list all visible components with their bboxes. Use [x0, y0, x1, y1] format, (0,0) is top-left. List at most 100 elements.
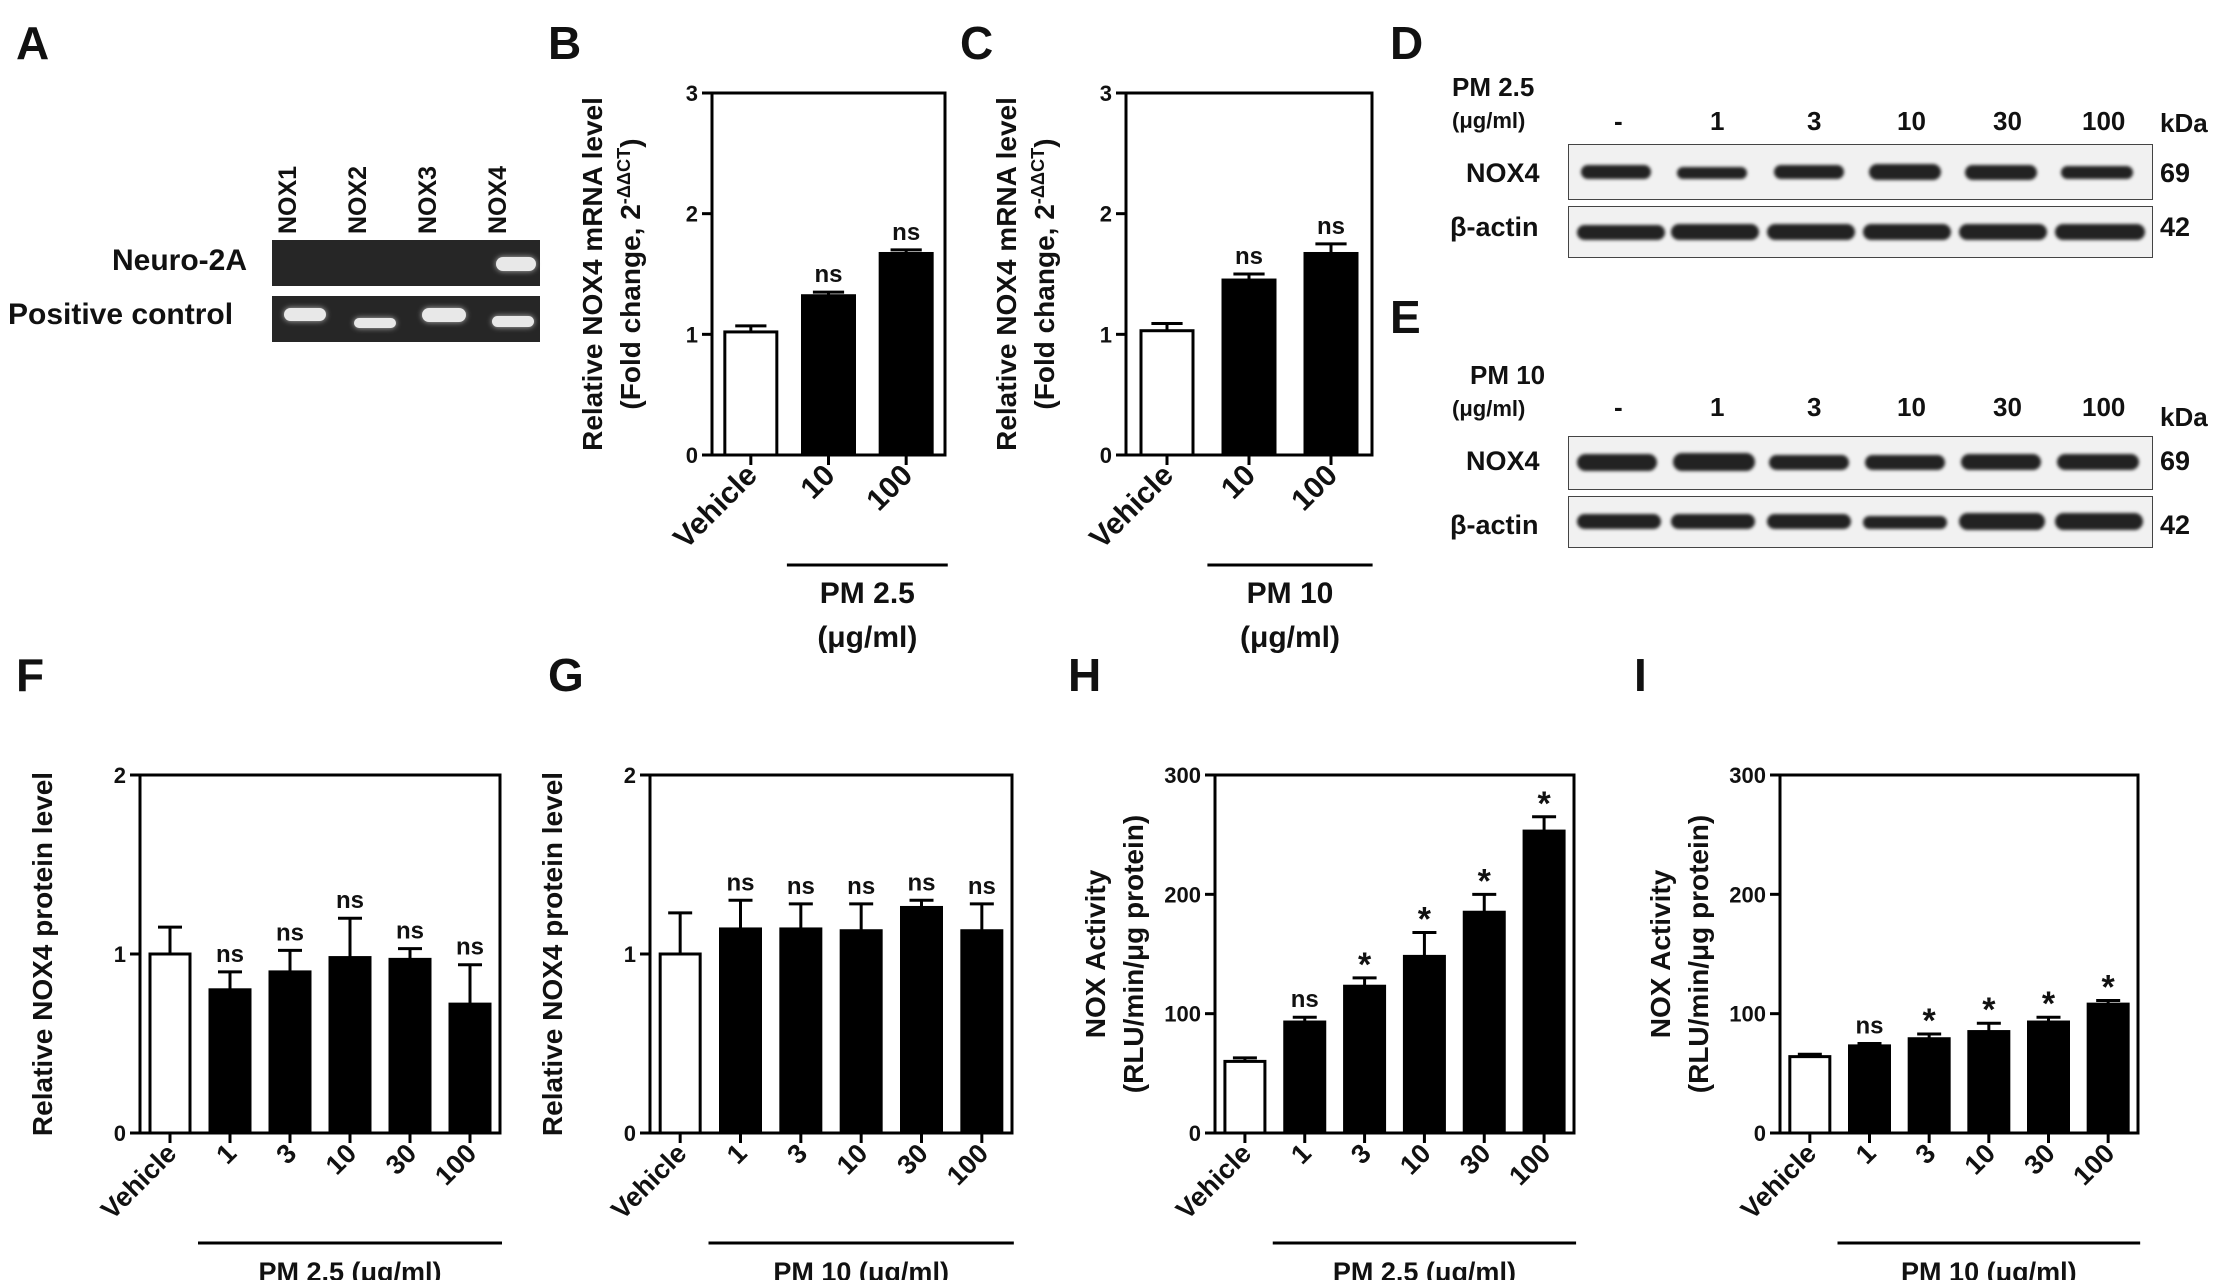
significance-label: ns: [216, 941, 244, 968]
x-category-label: 1: [1285, 1138, 1317, 1170]
y-axis-label: (RLU/min/μg protein): [1683, 815, 1714, 1093]
y-tick-label: 0: [1754, 1121, 1766, 1146]
blot-image-beta-actin: [1568, 206, 2153, 258]
blot-band: [1671, 514, 1755, 529]
x-category-label: Vehicle: [1735, 1138, 1822, 1225]
bar: [328, 956, 372, 1135]
significance-label: ns: [814, 261, 842, 288]
blot-band: [1869, 164, 1941, 180]
y-tick-label: 3: [686, 81, 698, 106]
significance-label: *: [1418, 901, 1432, 939]
panel-letter-e: E: [1390, 291, 1421, 343]
y-tick-label: 300: [1164, 763, 1201, 788]
panel-letter-d: D: [1390, 17, 1424, 69]
bar: [148, 952, 192, 1135]
y-tick-label: 200: [1729, 882, 1766, 907]
bar: [2086, 1002, 2130, 1135]
significance-label: ns: [847, 873, 875, 900]
bar: [1848, 1044, 1891, 1135]
x-category-label: 10: [1959, 1138, 2001, 1180]
blot-band: [1865, 455, 1945, 470]
y-axis-label: (RLU/min/μg protein): [1118, 815, 1149, 1093]
gel-band: [496, 257, 536, 271]
blot-dose-label: 10: [1897, 392, 1926, 422]
group-label: PM 10 (μg/ml): [1901, 1257, 2077, 1280]
x-category-label: 3: [1910, 1138, 1942, 1170]
x-category-label: 100: [941, 1138, 994, 1191]
x-category-label: 30: [891, 1138, 933, 1180]
blot-row-label: NOX4: [1466, 158, 1540, 188]
bar: [1343, 984, 1387, 1135]
blot-band: [1767, 514, 1851, 529]
gel-band: [354, 318, 396, 328]
x-category-label: 100: [1503, 1138, 1556, 1191]
panel-letter-c: C: [960, 17, 994, 69]
significance-label: ns: [1291, 986, 1319, 1013]
blot-band: [1863, 224, 1951, 240]
x-category-label: 3: [270, 1138, 302, 1170]
blot-kda-label: kDa: [2160, 108, 2208, 138]
blot-image-nox4: [1568, 436, 2153, 490]
plot-frame: [1778, 773, 2140, 1135]
x-category-label: 3: [781, 1138, 813, 1170]
gel-image-neuro2a: [272, 240, 540, 286]
blot-band: [1961, 454, 2041, 470]
group-label: PM 10 (μg/ml): [773, 1257, 949, 1280]
bar: [1907, 1037, 1951, 1135]
x-category-label: Vehicle: [605, 1138, 692, 1225]
y-axis-label: Relative NOX4 protein level: [537, 772, 568, 1136]
significance-label: *: [2042, 985, 2056, 1023]
blot-row-label: β-actin: [1450, 212, 1539, 242]
blot-band: [1671, 224, 1759, 240]
bar: [839, 929, 883, 1135]
panel-letter-h: H: [1068, 649, 1102, 701]
bar: [208, 988, 252, 1135]
blot-band: [2061, 166, 2133, 179]
x-category-label: 10: [1394, 1138, 1436, 1180]
x-category-label: 1: [721, 1138, 753, 1170]
bar: [1462, 910, 1506, 1135]
blot-band: [1577, 225, 1665, 240]
y-tick-label: 3: [1100, 81, 1112, 106]
significance-label: *: [1537, 785, 1551, 823]
significance-label: ns: [1855, 1013, 1883, 1040]
y-tick-label: 1: [1100, 322, 1112, 347]
bar: [1139, 329, 1195, 457]
y-axis-label: (Fold change, 2-ΔΔCT): [614, 138, 646, 409]
significance-label: ns: [968, 873, 996, 900]
bar: [388, 957, 432, 1135]
blot-dose-label: 100: [2082, 392, 2126, 422]
group-label: PM 10: [1247, 577, 1334, 610]
y-tick-label: 0: [114, 1121, 126, 1146]
bar: [801, 294, 856, 457]
significance-label: ns: [892, 219, 920, 246]
blot-band: [1769, 455, 1849, 470]
x-category-label: 10: [320, 1138, 362, 1180]
bar: [960, 929, 1004, 1135]
blot-treatment-label: PM 2.5: [1452, 72, 1535, 102]
gel-row-label: Neuro-2A: [112, 244, 248, 277]
x-category-label: 10: [795, 459, 842, 506]
x-category-label: 1: [210, 1138, 242, 1170]
y-tick-label: 200: [1164, 882, 1201, 907]
x-category-label: 100: [860, 459, 919, 518]
x-category-label: Vehicle: [1083, 459, 1179, 555]
significance-label: *: [1478, 862, 1492, 900]
y-tick-label: 0: [1100, 443, 1112, 468]
blot-dose-label: 30: [1993, 392, 2022, 422]
x-category-label: 30: [1454, 1138, 1496, 1180]
bar: [658, 952, 702, 1135]
bar: [1283, 1020, 1327, 1135]
x-category-label: 10: [1215, 459, 1262, 506]
y-tick-label: 2: [624, 763, 636, 788]
blot-image-nox4: [1568, 144, 2153, 200]
bar: [900, 905, 943, 1135]
gel-image-positive-control: [272, 296, 540, 342]
significance-label: ns: [456, 934, 484, 961]
significance-label: ns: [336, 887, 364, 914]
panel-letter-b: B: [548, 17, 582, 69]
significance-label: *: [1358, 946, 1372, 984]
bar: [1402, 954, 1446, 1135]
gel-band: [492, 316, 534, 327]
